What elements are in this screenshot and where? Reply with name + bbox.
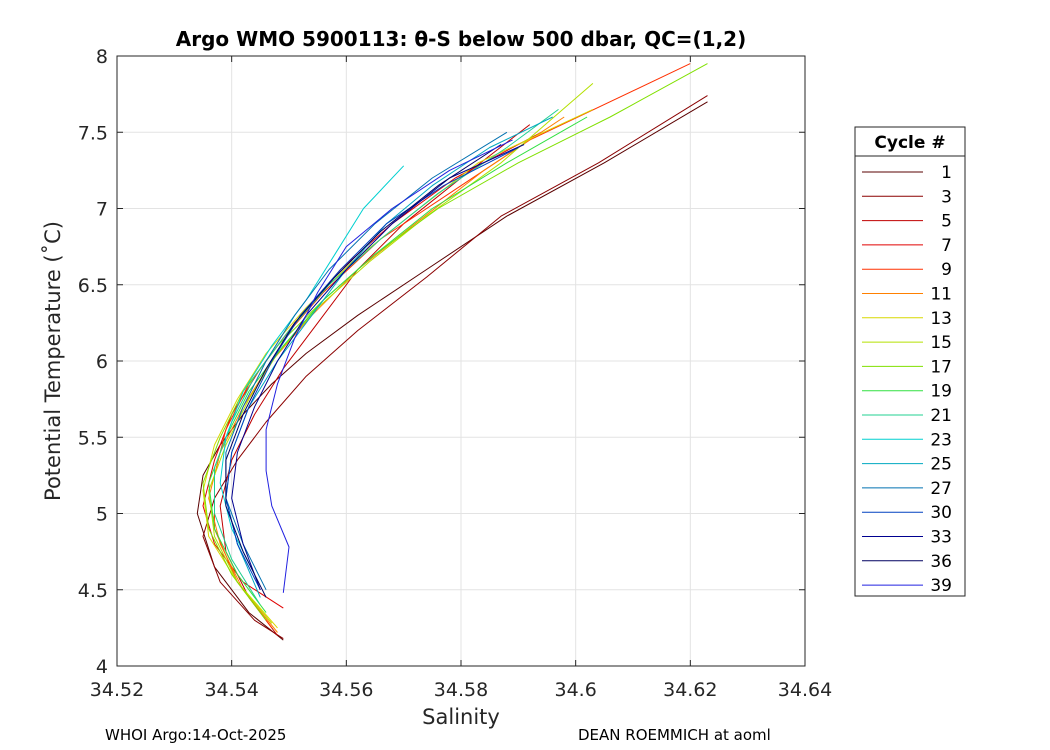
series-line-cycle-39 bbox=[265, 139, 513, 593]
y-tick-label: 5 bbox=[96, 504, 108, 526]
y-tick-label: 7.5 bbox=[78, 122, 108, 144]
legend-label: 15 bbox=[930, 333, 952, 353]
series-line-cycle-11 bbox=[208, 116, 565, 633]
x-tick-label: 34.52 bbox=[90, 679, 144, 701]
series-line-cycle-27 bbox=[225, 131, 508, 591]
x-tick-label: 34.64 bbox=[778, 679, 832, 701]
legend-label: 21 bbox=[930, 406, 952, 426]
legend-label: 36 bbox=[930, 552, 952, 572]
x-tick-label: 34.62 bbox=[663, 679, 717, 701]
series-line-cycle-36 bbox=[225, 144, 502, 598]
y-tick-label: 8 bbox=[96, 46, 108, 68]
x-tick-label: 34.54 bbox=[204, 679, 258, 701]
legend-label: 7 bbox=[941, 236, 952, 256]
legend-label: 23 bbox=[930, 430, 952, 450]
legend-label: 33 bbox=[930, 528, 952, 548]
legend-label: 17 bbox=[930, 357, 952, 377]
x-axis-ticks: 34.52 34.54 34.56 34.58 34.6 34.62 34.64 bbox=[90, 56, 832, 701]
series-line-cycle-15 bbox=[208, 83, 594, 624]
chart-title: Argo WMO 5900113: θ-S below 500 dbar, QC… bbox=[176, 27, 746, 51]
series-layer bbox=[196, 63, 708, 641]
legend-label: 1 bbox=[941, 163, 952, 183]
legend-label: 5 bbox=[941, 212, 952, 232]
y-tick-label: 4.5 bbox=[78, 580, 108, 602]
y-axis-label: Potential Temperature (˚C) bbox=[41, 221, 65, 501]
y-tick-label: 4 bbox=[96, 656, 108, 678]
series-line-cycle-21 bbox=[214, 108, 559, 606]
legend-label: 30 bbox=[930, 503, 952, 523]
legend-label: 13 bbox=[930, 309, 952, 329]
legend-box bbox=[854, 126, 966, 597]
y-tick-label: 5.5 bbox=[78, 427, 108, 449]
legend-label: 11 bbox=[930, 285, 952, 305]
y-tick-label: 7 bbox=[96, 199, 108, 221]
y-tick-label: 6 bbox=[96, 351, 108, 373]
legend-label: 39 bbox=[930, 576, 952, 596]
legend-label: 19 bbox=[930, 382, 952, 402]
x-tick-label: 34.56 bbox=[319, 679, 373, 701]
legend-title: Cycle # bbox=[874, 133, 945, 153]
series-line-cycle-33 bbox=[231, 144, 525, 590]
footer-right: DEAN ROEMMICH at aoml bbox=[578, 726, 771, 744]
footer-left: WHOI Argo:14-Oct-2025 bbox=[105, 726, 286, 744]
x-tick-label: 34.58 bbox=[434, 679, 488, 701]
x-axis-label: Salinity bbox=[422, 705, 500, 729]
x-tick-label: 34.6 bbox=[555, 679, 597, 701]
legend-label: 3 bbox=[941, 187, 952, 207]
legend-label: 25 bbox=[930, 455, 952, 475]
legend-label: 9 bbox=[941, 260, 952, 280]
series-line-cycle-3 bbox=[202, 95, 708, 640]
y-axis-ticks: 4 4.5 5 5.5 6 6.5 7 7.5 8 bbox=[78, 46, 805, 678]
legend-label: 27 bbox=[930, 479, 952, 499]
y-tick-label: 6.5 bbox=[78, 275, 108, 297]
